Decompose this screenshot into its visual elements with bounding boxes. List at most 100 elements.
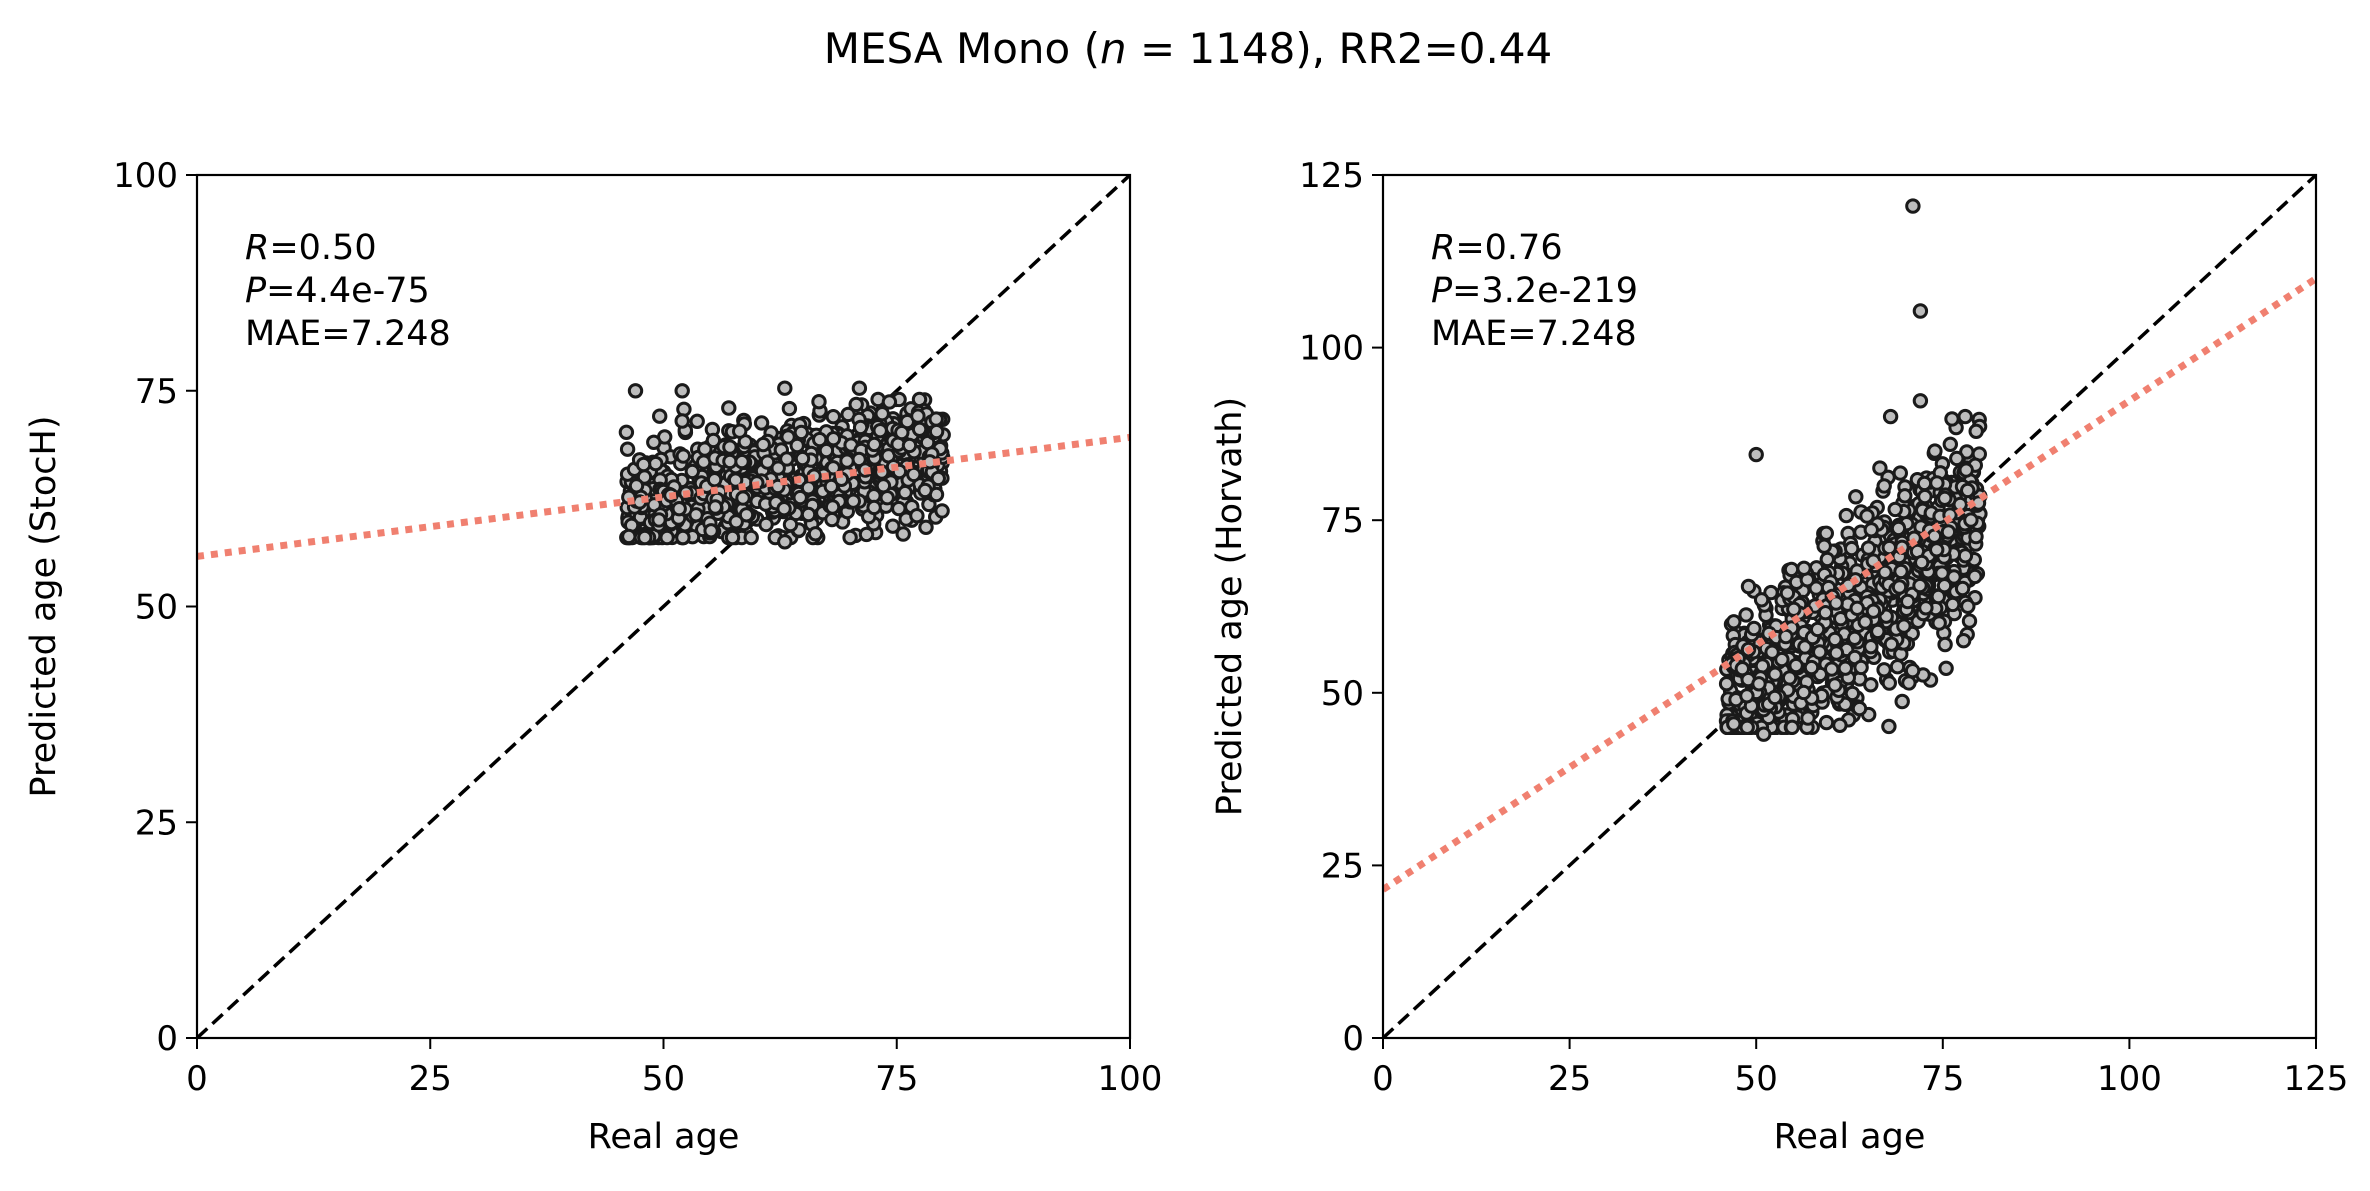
scatter-point (1832, 717, 1848, 733)
scatter-point (777, 534, 793, 550)
scatter-point (1912, 577, 1928, 594)
scatter-point (1863, 522, 1880, 538)
scatter-point (722, 453, 738, 470)
scatter-point (779, 451, 795, 467)
stat-r: R=0.76 (1431, 228, 1563, 268)
scatter-point (1753, 592, 1770, 608)
scatter-point (1942, 436, 1959, 452)
scatter-point (776, 501, 792, 517)
scatter-point (1937, 490, 1953, 506)
y-tick-label: 0 (156, 1019, 178, 1059)
scatter-point (1796, 684, 1812, 701)
scatter-point (1767, 666, 1783, 682)
scatter-point (1812, 644, 1828, 660)
scatter-point (674, 383, 690, 399)
scatter-point (807, 526, 824, 542)
scatter-point (1816, 538, 1832, 554)
scatter-point (1786, 601, 1802, 617)
plot-area (1383, 175, 2316, 1038)
scatter-point (1818, 714, 1835, 731)
scatter-point (755, 436, 771, 453)
scatter-point (780, 429, 796, 445)
scatter-point (1859, 508, 1875, 524)
scatter-point (1863, 639, 1879, 655)
scatter-point (1784, 719, 1800, 735)
scatter-point (825, 431, 842, 447)
scatter-point (1788, 657, 1804, 674)
scatter-point (651, 512, 667, 528)
scatter-point (637, 529, 653, 546)
scatter-point (707, 499, 723, 515)
scatter-point (818, 442, 835, 459)
scatter-point (1844, 540, 1860, 557)
scatter-point (1901, 675, 1917, 691)
x-tick-label: 0 (186, 1059, 208, 1099)
scatter-point (1818, 525, 1835, 541)
scatter-point (652, 408, 668, 424)
scatter-point (1918, 600, 1934, 616)
y-axis-label: Predicted age (Horvath) (1210, 397, 1250, 816)
scatter-point (1954, 580, 1971, 597)
scatter-point (1960, 482, 1976, 499)
scatter-point (1967, 568, 1983, 585)
scatter-point (1882, 408, 1899, 425)
y-tick-label: 125 (1299, 156, 1364, 196)
scatter-point (1819, 551, 1836, 568)
scatter-point (1963, 512, 1979, 528)
scatter-point (800, 506, 817, 523)
scatter-point (675, 529, 691, 546)
scatter-point (1938, 660, 1954, 676)
scatter-point (895, 526, 911, 542)
scatter-point (1957, 548, 1974, 564)
scatter-point (1726, 614, 1742, 630)
scatter-point (689, 413, 705, 429)
x-axis-label: Real age (588, 1117, 740, 1157)
scatter-point (825, 409, 841, 425)
scatter-point (848, 396, 864, 413)
scatter-point (706, 472, 723, 488)
scatter-point (901, 437, 918, 454)
scatter-point (721, 400, 737, 416)
scatter-point (918, 519, 934, 535)
scatter-point (911, 421, 928, 437)
scatter-points (618, 380, 951, 550)
scatter-point (738, 507, 755, 523)
scatter-point (851, 380, 868, 396)
stat-r: R=0.50 (245, 228, 377, 268)
scatter-point (845, 493, 861, 509)
y-tick-label: 25 (135, 803, 178, 843)
scatter-point (1824, 661, 1840, 677)
scatter-point (1894, 693, 1910, 710)
scatter-point (1890, 520, 1907, 537)
scatter-point (1957, 408, 1973, 425)
scatter-point (1912, 303, 1929, 319)
scatter-point (789, 437, 805, 454)
identity-line (197, 175, 1130, 1038)
scatter-point (1917, 488, 1933, 505)
scatter-point (1968, 423, 1984, 439)
y-tick-label: 50 (1321, 674, 1364, 714)
scatter-point (852, 419, 869, 436)
scatter-point (705, 432, 722, 449)
scatter-point (866, 499, 882, 516)
scatter-point (732, 423, 748, 439)
scatter-point (1827, 677, 1843, 693)
scatter-point (1881, 675, 1898, 691)
scatter-point (1934, 565, 1950, 581)
scatter-point (1961, 613, 1978, 629)
scatter-point (684, 463, 700, 480)
scatter-point (1904, 663, 1921, 679)
scatter-point (646, 434, 662, 450)
scatter-point (758, 516, 774, 533)
scatter-point (635, 456, 652, 473)
scatter-point (1838, 507, 1855, 524)
scatter-point (906, 466, 922, 483)
scatter-point (722, 439, 738, 455)
scatter-point (1891, 579, 1908, 595)
scatter-point (824, 511, 840, 528)
x-tick-label: 100 (1098, 1059, 1163, 1099)
figure-title-suffix: = 1148), RR2=0.44 (1127, 24, 1553, 73)
scatter-point (1739, 719, 1755, 735)
scatter-panel-horvath: 0 25 50 75 100 125 0 25 50 75 100 125 Real age Predic… (1210, 156, 2348, 1157)
stat-p: P=4.4e-75 (245, 271, 430, 311)
